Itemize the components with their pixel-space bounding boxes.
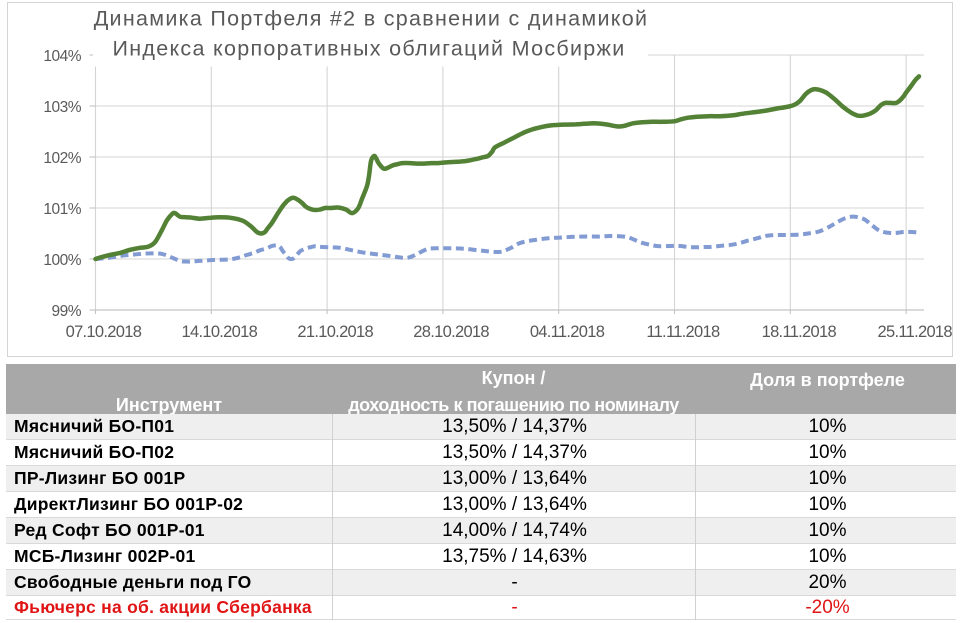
svg-text:Динамика Портфеля #2 в сравнен: Динамика Портфеля #2 в сравнении с динам… <box>94 7 649 31</box>
svg-text:100%: 100% <box>43 252 81 269</box>
svg-text:25.11.2018: 25.11.2018 <box>878 323 953 341</box>
svg-text:04.11.2018: 04.11.2018 <box>530 323 605 341</box>
svg-text:101%: 101% <box>43 201 81 218</box>
svg-text:Индекса корпоративных облигаци: Индекса корпоративных облигаций Мосбиржи <box>112 37 625 61</box>
svg-text:99%: 99% <box>51 303 81 320</box>
svg-text:21.10.2018: 21.10.2018 <box>297 323 373 341</box>
svg-text:28.10.2018: 28.10.2018 <box>413 323 489 341</box>
svg-text:07.10.2018: 07.10.2018 <box>66 323 142 341</box>
svg-text:103%: 103% <box>43 99 81 116</box>
svg-text:102%: 102% <box>43 150 81 167</box>
svg-text:104%: 104% <box>43 48 81 65</box>
svg-text:11.11.2018: 11.11.2018 <box>646 323 720 341</box>
svg-text:14.10.2018: 14.10.2018 <box>182 323 258 341</box>
svg-text:18.11.2018: 18.11.2018 <box>762 323 837 341</box>
